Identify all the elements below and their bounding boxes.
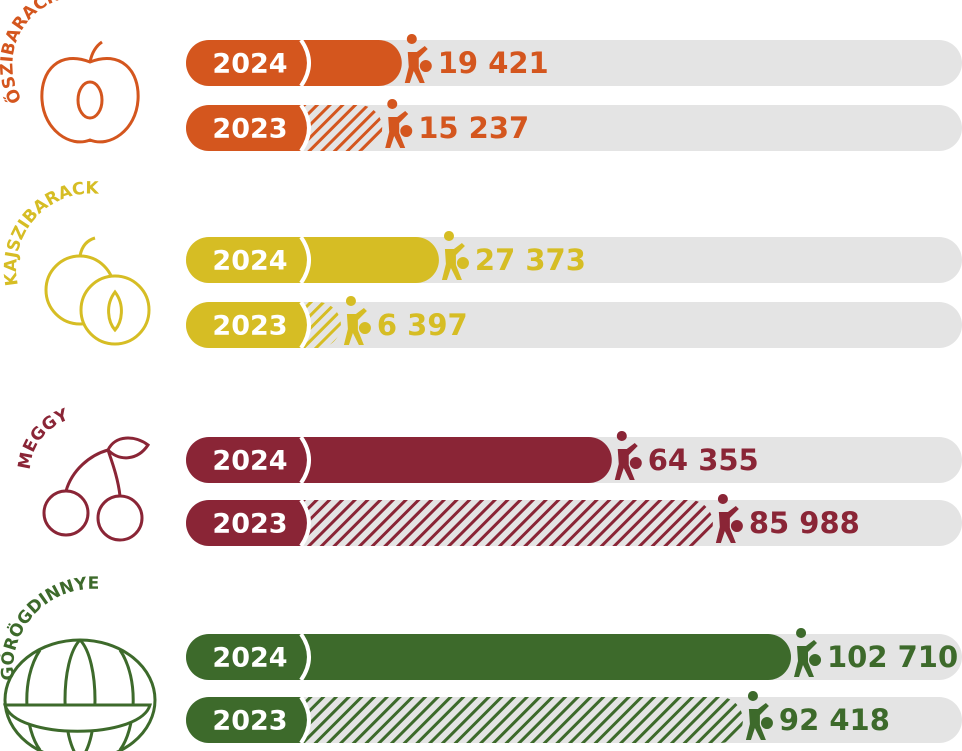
year-pill-fill [226, 40, 303, 86]
year-label: 2024 [212, 446, 287, 477]
value-label: 92 418 [779, 703, 890, 737]
year-separator [299, 695, 311, 745]
value-label: 19 421 [438, 46, 549, 80]
bar [291, 634, 791, 680]
year-label: 2023 [212, 311, 287, 342]
picker-icon [794, 628, 822, 677]
bar [291, 105, 383, 151]
category-label-text: GÖRÖGDINNYE [0, 574, 99, 681]
bar [291, 697, 743, 743]
year-separator [299, 38, 311, 88]
category-label: MEGGY [15, 405, 72, 471]
year-label: 2023 [212, 509, 287, 540]
year-pill-fill [226, 634, 303, 680]
picker-icon [404, 34, 432, 83]
bar [291, 40, 402, 86]
year-separator [299, 498, 311, 548]
value-label: 85 988 [749, 506, 860, 540]
track [186, 302, 962, 348]
cherry-icon [42, 436, 151, 542]
value-label: 102 710 [827, 640, 958, 674]
year-pill-fill [226, 697, 303, 743]
year-separator [299, 632, 311, 682]
year-separator [299, 435, 311, 485]
peach-icon [40, 40, 140, 144]
track [186, 105, 962, 151]
fruit-icons [3, 40, 157, 751]
category-label-text: ŐSZIBARACK [0, 0, 63, 107]
value-label: 6 397 [377, 308, 468, 342]
picker-icon [715, 494, 743, 543]
year-label: 2023 [212, 114, 287, 145]
year-label: 2023 [212, 706, 287, 737]
year-separator [299, 300, 311, 350]
category-labels: ŐSZIBARACKKAJSZIBARACKMEGGYGÖRÖGDINNYE [0, 0, 100, 681]
year-pill-fill [226, 237, 303, 283]
year-pill-fill [226, 105, 303, 151]
year-pill-fill [226, 437, 303, 483]
value-label: 64 355 [648, 443, 759, 477]
value-label: 27 373 [475, 243, 586, 277]
category-label: GÖRÖGDINNYE [0, 574, 99, 681]
year-label: 2024 [212, 246, 287, 277]
bar [291, 500, 713, 546]
year-separator [299, 235, 311, 285]
picker-icon [441, 231, 469, 280]
year-label: 2024 [212, 49, 287, 80]
picker-icon [343, 296, 371, 345]
picker-icon [745, 691, 773, 740]
picker-icon [614, 431, 642, 480]
bar [291, 237, 439, 283]
watermelon-icon [3, 638, 157, 751]
category-label: ŐSZIBARACK [0, 0, 63, 107]
apricot-icon [44, 236, 151, 346]
picker-icon [385, 99, 413, 148]
category-label-text: MEGGY [15, 405, 72, 471]
bar [291, 437, 612, 483]
year-label: 2024 [212, 643, 287, 674]
value-label: 15 237 [418, 111, 529, 145]
year-pill-fill [226, 500, 303, 546]
year-pill-fill [226, 302, 303, 348]
year-separator [299, 103, 311, 153]
